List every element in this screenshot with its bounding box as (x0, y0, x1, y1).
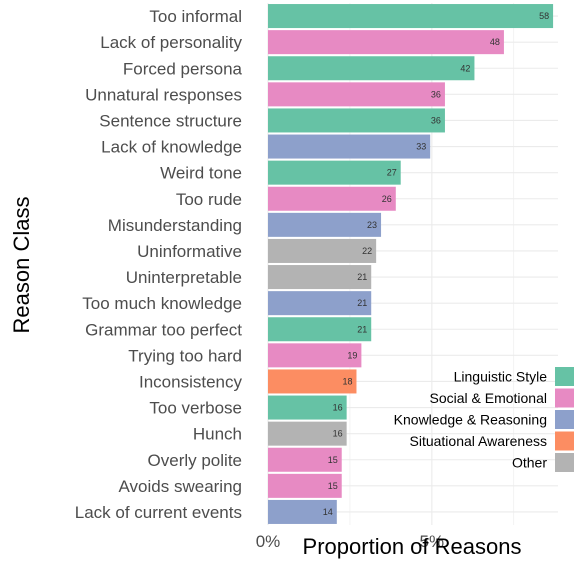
y-axis-title: Reason Class (9, 197, 34, 334)
bar (268, 108, 445, 133)
category-label: Uninformative (137, 242, 242, 261)
bar (268, 186, 396, 211)
bar (268, 473, 342, 498)
category-label: Lack of personality (100, 33, 242, 52)
category-label: Unnatural responses (85, 85, 242, 104)
category-label: Too rude (176, 190, 242, 209)
x-tick-labels: 0% 5% (256, 532, 444, 551)
x-tick-label: 5% (420, 532, 445, 551)
bar-data-label: 21 (357, 272, 367, 282)
bar-data-label: 21 (357, 298, 367, 308)
bar-data-label: 19 (347, 350, 357, 360)
bar (268, 30, 504, 55)
category-label: Lack of current events (75, 503, 242, 522)
legend-key (555, 367, 574, 386)
bar-data-label: 18 (342, 376, 352, 386)
bar-data-label: 21 (357, 324, 367, 334)
bar-data-label: 26 (382, 194, 392, 204)
legend-label: Social & Emotional (429, 390, 547, 406)
legend: Linguistic Style Social & Emotional Knowle… (394, 367, 574, 472)
category-label: Too informal (149, 7, 242, 26)
category-label: Too much knowledge (82, 294, 242, 313)
bar-data-label: 16 (333, 429, 343, 439)
bar-data-label: 36 (431, 89, 441, 99)
legend-label: Other (512, 455, 547, 471)
x-tick-label: 0% (256, 532, 281, 551)
bar-data-label: 15 (328, 455, 338, 465)
category-label: Misunderstanding (108, 216, 242, 235)
category-label: Inconsistency (139, 372, 242, 391)
category-label: Avoids swearing (119, 477, 242, 496)
legend-label: Situational Awareness (410, 433, 548, 449)
bar-data-label: 15 (328, 481, 338, 491)
legend-key (555, 410, 574, 429)
legend-key (555, 388, 574, 408)
category-labels: Too informal Lack of personality Forced pe… (75, 7, 243, 522)
bar (268, 265, 372, 290)
bar (268, 4, 554, 29)
category-label: Hunch (193, 425, 242, 444)
legend-key (555, 453, 574, 472)
category-label: Forced persona (123, 59, 243, 78)
legend-label: Knowledge & Reasoning (394, 412, 547, 428)
bar-data-label: 23 (367, 220, 377, 230)
bar (268, 134, 431, 159)
category-label: Grammar too perfect (85, 320, 242, 339)
bar (268, 343, 362, 368)
legend-key (555, 431, 574, 451)
bar (268, 82, 445, 107)
legend-label: Linguistic Style (454, 369, 548, 385)
bars: 58 48 42 36 36 33 27 26 23 22 21 21 21 19 18 16 16 15 15 14 (268, 4, 554, 524)
bar (268, 291, 372, 316)
bar-data-label: 48 (490, 37, 500, 47)
category-label: Uninterpretable (126, 268, 242, 287)
bar (268, 238, 377, 263)
bar-data-label: 58 (539, 11, 549, 21)
category-label: Sentence structure (99, 111, 242, 130)
bar-data-label: 27 (387, 168, 397, 178)
bar-data-label: 33 (416, 142, 426, 152)
bar (268, 421, 347, 446)
bar (268, 447, 342, 472)
bar (268, 395, 347, 420)
bar (268, 317, 372, 342)
category-label: Overly polite (148, 451, 242, 470)
bar (268, 56, 475, 81)
category-label: Trying too hard (128, 346, 242, 365)
bar (268, 212, 382, 237)
bar (268, 160, 401, 185)
bar-data-label: 16 (333, 403, 343, 413)
bar (268, 499, 337, 524)
x-axis-title: Proportion of Reasons (303, 534, 522, 559)
category-label: Weird tone (160, 164, 242, 183)
bar-data-label: 36 (431, 115, 441, 125)
bar-data-label: 14 (323, 507, 333, 517)
bar-data-label: 42 (460, 63, 470, 73)
category-label: Lack of knowledge (101, 138, 242, 157)
category-label: Too verbose (149, 399, 242, 418)
bar-data-label: 22 (362, 246, 372, 256)
bar (268, 369, 357, 394)
